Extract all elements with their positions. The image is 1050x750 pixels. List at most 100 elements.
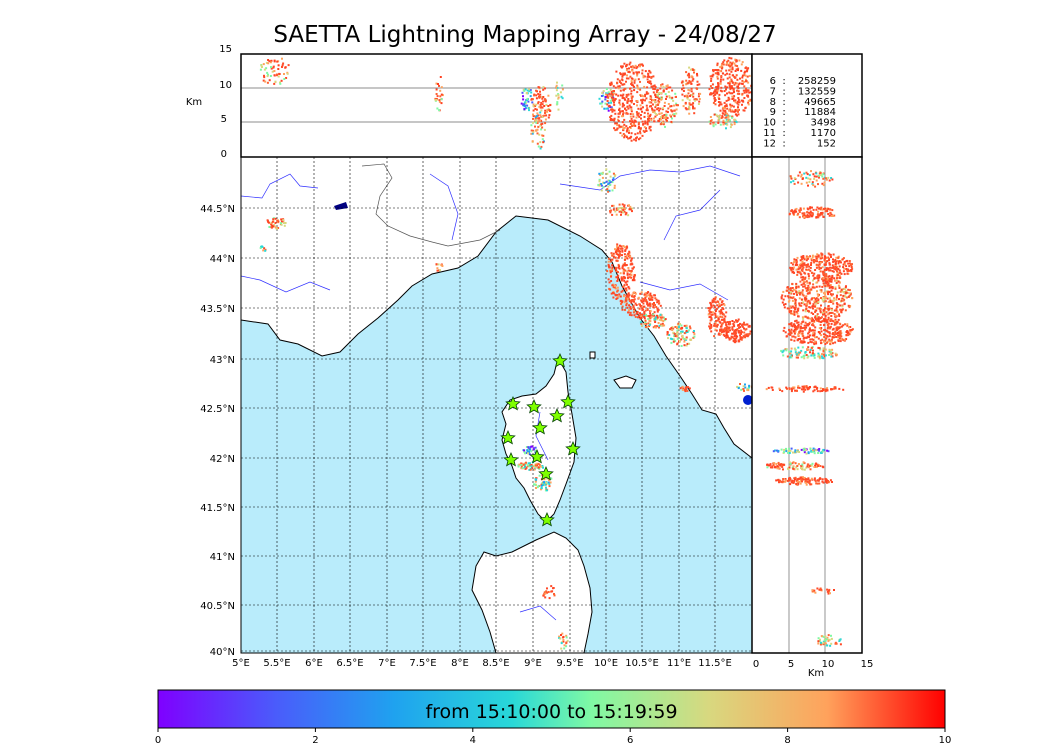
count-separator: : (782, 107, 785, 118)
latitude-tick: 40.5°N (200, 601, 235, 612)
station-star-icon (532, 420, 548, 435)
rivers (241, 165, 741, 621)
right-lightning-sources (765, 170, 854, 647)
latitude-altitude-panel: 0 5 10 15 Km (751, 156, 874, 679)
right-xtick: 5 (788, 659, 794, 670)
longitude-tick: 10.5°E (625, 658, 659, 669)
longitude-tick: 8.5°E (482, 658, 509, 669)
station-star-icon (552, 353, 568, 368)
station-star-icon (500, 430, 516, 445)
top-ytick: 0 (221, 149, 227, 160)
count-station: 12 (763, 138, 776, 149)
count-station: 10 (763, 118, 776, 129)
top-ytick: 10 (219, 80, 232, 91)
corsica-island (501, 356, 577, 523)
sea (241, 215, 752, 653)
altitude-longitude-panel: Km 15 10 5 0 (186, 44, 753, 160)
longitude-tick: 9°E (524, 658, 542, 669)
latitude-tick: 40°N (210, 647, 235, 658)
station-star-icon (503, 452, 519, 467)
count-separator: : (782, 118, 785, 129)
count-value: 49665 (804, 97, 836, 108)
right-panel-background (752, 157, 862, 653)
lma-stations (500, 353, 581, 527)
colorbar-tick: 4 (470, 735, 476, 746)
top-ytick: 5 (221, 114, 227, 125)
station-star-icon (529, 449, 545, 464)
count-separator: : (782, 128, 785, 139)
top-ylabel: Km (186, 97, 202, 108)
right-xtick: 10 (822, 659, 835, 670)
longitude-tick: 7°E (378, 658, 396, 669)
latitude-tick: 44.5°N (200, 204, 235, 215)
longitude-tick: 11.5°E (698, 658, 732, 669)
longitude-tick: 7.5°E (409, 658, 436, 669)
elba-island (613, 375, 637, 389)
longitude-tick: 5°E (232, 658, 250, 669)
latitude-tick: 42°N (210, 454, 235, 465)
latitude-tick: 43.5°N (200, 304, 235, 315)
station-counts-panel: 6: 258259 7: 132559 8: 49665 9: 11884 10: 3498 11:… (751, 53, 863, 158)
latitude-tick: 42.5°N (200, 404, 235, 415)
latitude-tick: 43°N (210, 355, 235, 366)
count-value: 11884 (804, 107, 836, 118)
plot-title: SAETTA Lightning Mapping Array - 24/08/2… (273, 22, 777, 48)
count-value: 258259 (798, 76, 836, 87)
count-station: 8 (770, 97, 776, 108)
count-value: 3498 (811, 118, 836, 129)
colorbar-ticks: 0 2 4 6 8 10 (155, 728, 952, 746)
map-lightning-sources (259, 168, 752, 650)
top-panel-background (241, 54, 752, 157)
top-ytick: 15 (219, 44, 232, 55)
right-panel-frame (751, 156, 863, 654)
colorbar-tick: 6 (627, 735, 633, 746)
sardinia-island (471, 531, 593, 653)
count-station: 6 (770, 76, 776, 87)
longitude-tick: 8°E (451, 658, 469, 669)
colorbar-tick: 10 (939, 735, 952, 746)
station-star-icon (560, 394, 576, 409)
count-value: 1170 (811, 128, 836, 139)
colorbar-label: from 15:10:00 to 15:19:59 (425, 701, 678, 723)
right-xlabel: Km (808, 668, 824, 679)
count-station: 9 (770, 107, 776, 118)
count-station: 7 (770, 86, 776, 97)
station-star-icon (505, 396, 521, 411)
station-star-icon (565, 441, 581, 456)
station-star-icon (539, 512, 555, 527)
count-separator: : (782, 76, 785, 87)
latitude-tick: 44°N (210, 254, 235, 265)
longitude-tick-labels: 5°E 5.5°E 6°E 6.5°E 7°E 7.5°E 8°E 8.5°E 9°E 9.5°E… (232, 658, 732, 669)
colorbar-tick: 2 (312, 735, 318, 746)
longitude-tick: 5.5°E (263, 658, 290, 669)
colorbar-gradient (157, 689, 946, 729)
colorbar-tick: 8 (784, 735, 790, 746)
count-value: 132559 (798, 86, 836, 97)
station-star-icon (526, 399, 542, 414)
borders (361, 163, 501, 247)
longitude-tick: 9.5°E (556, 658, 583, 669)
right-xtick: 15 (861, 659, 874, 670)
colorbar: 0 2 4 6 8 10 (155, 689, 952, 746)
longitude-tick: 6°E (305, 658, 323, 669)
colorbar-tick: 0 (155, 735, 161, 746)
longitude-tick: 11°E (667, 658, 691, 669)
longitude-tick: 10°E (594, 658, 618, 669)
count-value: 152 (817, 138, 836, 149)
counts-table: 6: 258259 7: 132559 8: 49665 9: 11884 10: 3498 11:… (763, 76, 836, 149)
station-star-icon (549, 408, 565, 423)
latitude-tick-labels: 44.5°N 44°N 43.5°N 43°N 42.5°N 42°N 41.5°N 41°N… (200, 204, 235, 658)
top-lightning-sources (259, 56, 752, 150)
right-xtick: 0 (753, 659, 759, 670)
latitude-tick: 41°N (210, 552, 235, 563)
capraia-island (589, 351, 596, 359)
map-blob (743, 395, 752, 405)
longitude-tick: 6.5°E (336, 658, 363, 669)
latitude-tick: 41.5°N (200, 503, 235, 514)
map-panel: 44.5°N 44°N 43.5°N 43°N 42.5°N 42°N 41.5°N 41°N… (200, 156, 753, 669)
count-separator: : (782, 86, 785, 97)
station-star-icon (538, 466, 554, 481)
count-separator: : (782, 97, 785, 108)
count-station: 11 (763, 128, 776, 139)
